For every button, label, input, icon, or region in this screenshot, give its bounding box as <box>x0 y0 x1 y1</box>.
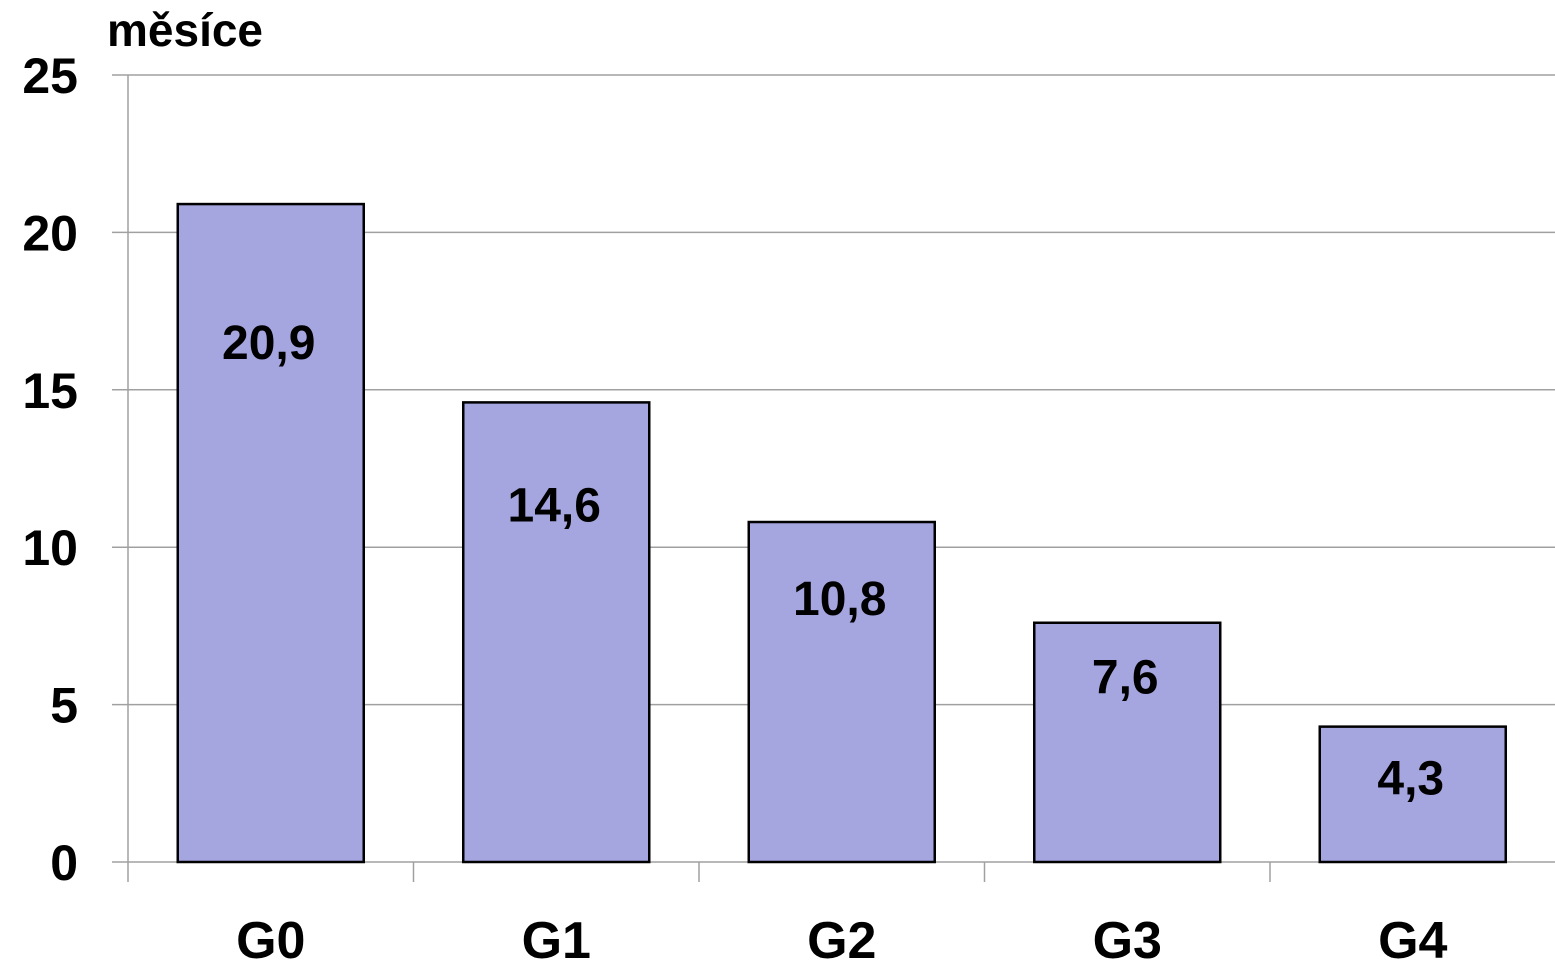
bar-G0 <box>176 202 365 864</box>
y-tick-label: 0 <box>50 835 78 891</box>
x-tick-label-G4: G4 <box>1378 912 1447 966</box>
labels: 0 5 10 15 20 25 20,9 G0 14,6 G1 10,8 G2 7,6 G3 4,3 G4 <box>22 48 1447 966</box>
x-tick-label-G2: G2 <box>807 912 876 966</box>
axes <box>127 75 1271 882</box>
y-tick-label: 10 <box>22 520 78 576</box>
y-tick-label: 15 <box>22 363 78 419</box>
y-tick-label: 25 <box>22 48 78 104</box>
bars <box>176 202 1507 864</box>
data-label-G1: 14,6 <box>508 480 601 533</box>
bar-G2 <box>747 520 936 864</box>
x-tick-label-G0: G0 <box>236 912 305 966</box>
y-axis-label: měsíce <box>107 4 263 56</box>
data-label-G2: 10,8 <box>793 573 886 626</box>
x-tick-label-G1: G1 <box>522 912 591 966</box>
bar-G3 <box>1033 621 1222 864</box>
y-tick-label: 5 <box>50 678 78 734</box>
y-tick-label: 20 <box>22 205 78 261</box>
x-tick-label-G3: G3 <box>1093 912 1162 966</box>
data-label-G4: 4,3 <box>1377 753 1444 806</box>
data-label-G0: 20,9 <box>222 317 315 370</box>
bar-G1 <box>462 401 651 864</box>
bar-G4 <box>1318 725 1507 864</box>
data-label-G3: 7,6 <box>1092 651 1159 704</box>
